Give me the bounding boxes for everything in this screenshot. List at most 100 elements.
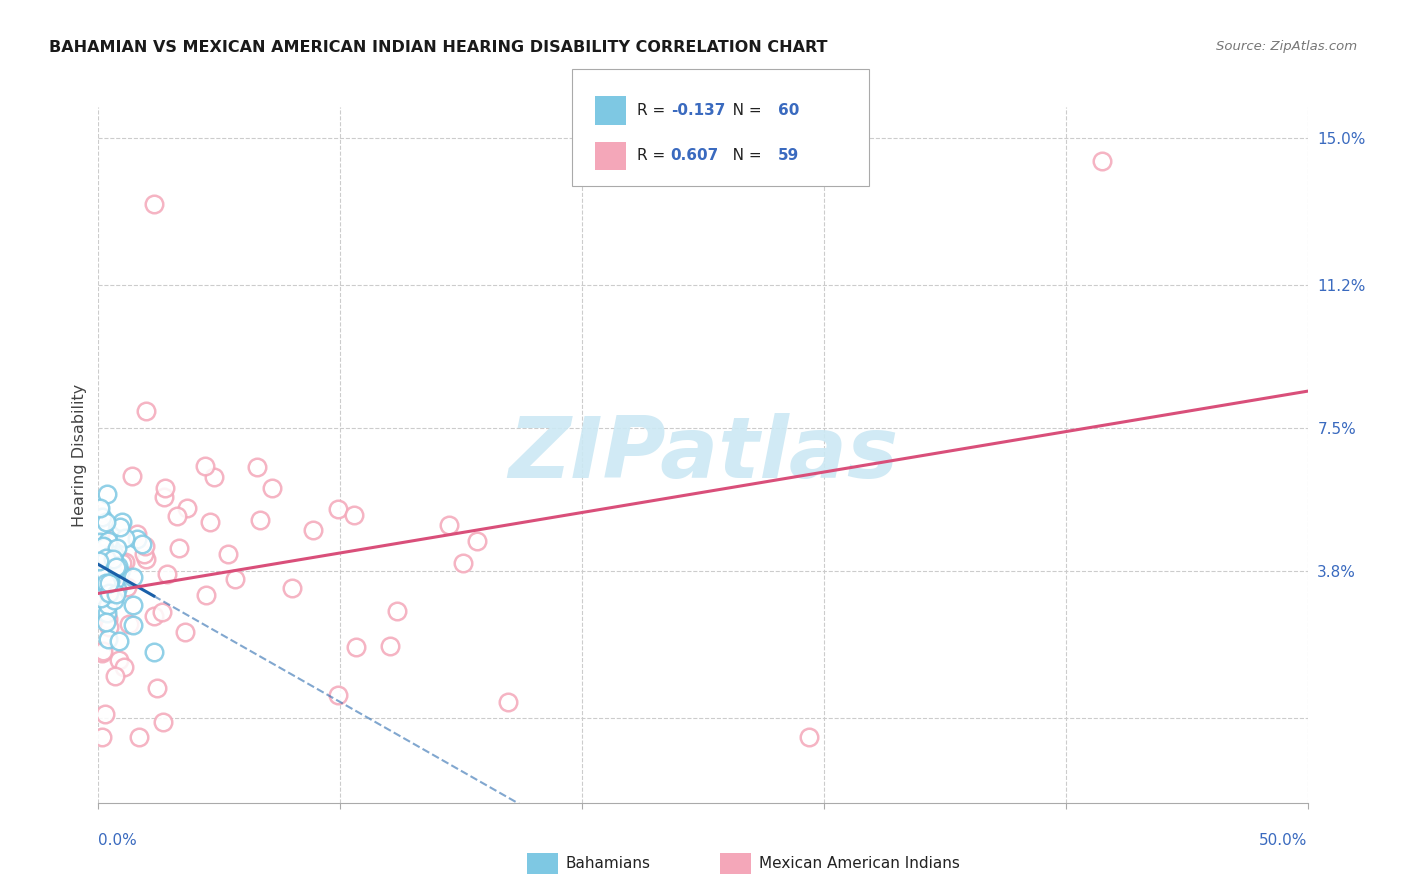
Point (260, 481, 283, 495)
Point (198, 515, 221, 529)
Point (344, 640, 367, 655)
Point (142, 609, 165, 624)
Text: BAHAMIAN VS MEXICAN AMERICAN INDIAN HEARING DISABILITY CORRELATION CHART: BAHAMIAN VS MEXICAN AMERICAN INDIAN HEAR… (49, 40, 828, 55)
Point (112, 659, 135, 673)
Point (89, 518, 111, 533)
Point (105, 587, 128, 601)
Point (100, 548, 122, 562)
Point (94, 574, 117, 588)
Point (799, 730, 821, 744)
Point (98, 586, 121, 600)
Point (467, 533, 489, 548)
Point (143, 196, 166, 211)
Point (101, 552, 124, 566)
Y-axis label: Hearing Disability: Hearing Disability (72, 384, 87, 526)
Point (97, 534, 120, 549)
Point (166, 509, 188, 524)
Point (103, 547, 125, 561)
Point (90, 572, 112, 586)
Point (176, 500, 198, 515)
Point (128, 730, 150, 744)
Point (135, 552, 157, 566)
Point (326, 688, 349, 702)
Point (97, 586, 120, 600)
Point (87, 554, 110, 568)
Point (194, 459, 217, 474)
Point (155, 481, 177, 495)
Point (104, 669, 127, 683)
Point (167, 541, 190, 555)
Point (96, 515, 118, 529)
Point (122, 570, 145, 584)
Text: 60: 60 (778, 103, 799, 119)
Point (110, 565, 132, 579)
Text: R =: R = (637, 103, 671, 119)
Point (96, 606, 118, 620)
Text: -0.137: -0.137 (671, 103, 725, 119)
Point (118, 617, 141, 632)
Point (98, 549, 121, 564)
Text: 50.0%: 50.0% (1260, 833, 1308, 848)
Point (121, 598, 143, 612)
Point (104, 560, 127, 574)
Point (93, 604, 115, 618)
Text: Bahamians: Bahamians (565, 856, 650, 871)
Point (105, 582, 128, 596)
Point (142, 645, 165, 659)
Point (121, 469, 143, 483)
Point (94, 571, 117, 585)
Point (98, 573, 121, 587)
Text: 0.607: 0.607 (671, 148, 718, 163)
Point (90, 591, 112, 606)
Point (97, 612, 120, 626)
Point (125, 527, 148, 541)
Point (103, 592, 125, 607)
Point (98, 576, 121, 591)
Point (111, 556, 134, 570)
Point (134, 547, 156, 561)
Point (195, 587, 218, 601)
Point (105, 541, 128, 555)
Point (217, 547, 239, 561)
Point (90, 730, 112, 744)
Point (91, 509, 114, 524)
Point (127, 532, 149, 546)
Point (301, 523, 323, 537)
Point (91, 575, 114, 590)
Point (89, 535, 111, 549)
Point (1091, 154, 1114, 169)
Point (135, 404, 157, 418)
Point (246, 460, 269, 475)
Point (224, 572, 246, 586)
Point (202, 470, 225, 484)
Point (451, 556, 474, 570)
Point (90, 578, 112, 592)
Point (94, 566, 117, 580)
Point (156, 566, 179, 581)
Point (122, 618, 145, 632)
Point (117, 580, 139, 594)
Point (97, 598, 120, 612)
Point (96, 566, 118, 580)
Point (108, 520, 131, 534)
Point (94, 577, 117, 591)
Point (107, 634, 129, 648)
Point (96, 569, 118, 583)
Point (90, 547, 112, 561)
Point (93, 593, 115, 607)
Point (496, 695, 519, 709)
Point (174, 625, 197, 640)
Text: Source: ZipAtlas.com: Source: ZipAtlas.com (1216, 40, 1357, 54)
Text: ZIPatlas: ZIPatlas (508, 413, 898, 497)
Point (437, 518, 460, 533)
Text: 0.0%: 0.0% (98, 833, 138, 848)
Point (91, 539, 114, 553)
Point (96, 615, 118, 629)
Point (87, 569, 110, 583)
Point (93, 566, 115, 581)
Point (90, 646, 112, 660)
Point (94, 706, 117, 721)
Point (90, 524, 112, 538)
Point (96, 486, 118, 500)
Point (131, 537, 153, 551)
